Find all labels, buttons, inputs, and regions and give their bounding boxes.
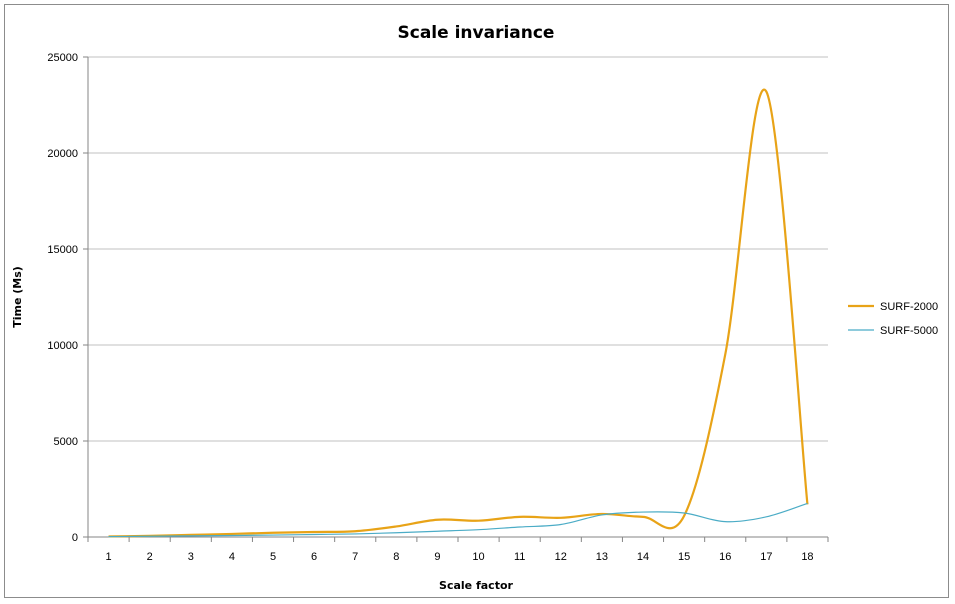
x-tick-label: 17 <box>760 551 772 563</box>
series-line-surf-2000 <box>108 88 809 538</box>
x-tick-label: 11 <box>514 551 525 563</box>
x-tick-label: 9 <box>434 551 440 563</box>
y-tick-labels: 0 5000 10000 15000 20000 25000 <box>47 52 78 544</box>
gridlines <box>88 56 828 442</box>
x-tick-label: 15 <box>678 551 690 563</box>
x-tick-label: 10 <box>472 551 484 563</box>
x-tick-labels: 1 2 3 4 5 6 7 8 9 10 11 12 13 14 15 16 17 18 <box>105 551 813 563</box>
x-axis-title: Scale factor <box>439 579 513 592</box>
x-tick-label: 16 <box>719 551 731 563</box>
x-tick-label: 2 <box>147 551 153 563</box>
series-line-surf-5000 <box>108 502 808 538</box>
x-tick-label: 6 <box>311 551 317 563</box>
y-tick-label: 25000 <box>47 52 78 64</box>
legend-label: SURF-5000 <box>880 325 938 337</box>
y-tick-label: 0 <box>72 532 78 544</box>
legend-label: SURF-2000 <box>880 301 938 313</box>
chart-title: Scale invariance <box>398 23 555 43</box>
x-tick-label: 1 <box>105 551 111 563</box>
legend: SURF-2000 SURF-5000 <box>848 301 938 337</box>
x-tick-label: 4 <box>229 551 235 563</box>
y-tick-label: 5000 <box>54 436 78 448</box>
x-tick-label: 13 <box>596 551 608 563</box>
y-tick-label: 20000 <box>47 148 78 160</box>
y-tick-label: 15000 <box>47 244 78 256</box>
x-tick-label: 7 <box>352 551 358 563</box>
y-axis-title: Time (Ms) <box>11 266 24 328</box>
x-tick-label: 18 <box>801 551 813 563</box>
series-lines <box>108 88 809 538</box>
y-tick-label: 10000 <box>47 340 78 352</box>
x-tick-label: 5 <box>270 551 276 563</box>
axes <box>83 56 829 542</box>
x-tick-label: 12 <box>555 551 567 563</box>
x-tick-label: 3 <box>188 551 194 563</box>
x-tick-label: 14 <box>637 551 649 563</box>
x-tick-label: 8 <box>393 551 399 563</box>
